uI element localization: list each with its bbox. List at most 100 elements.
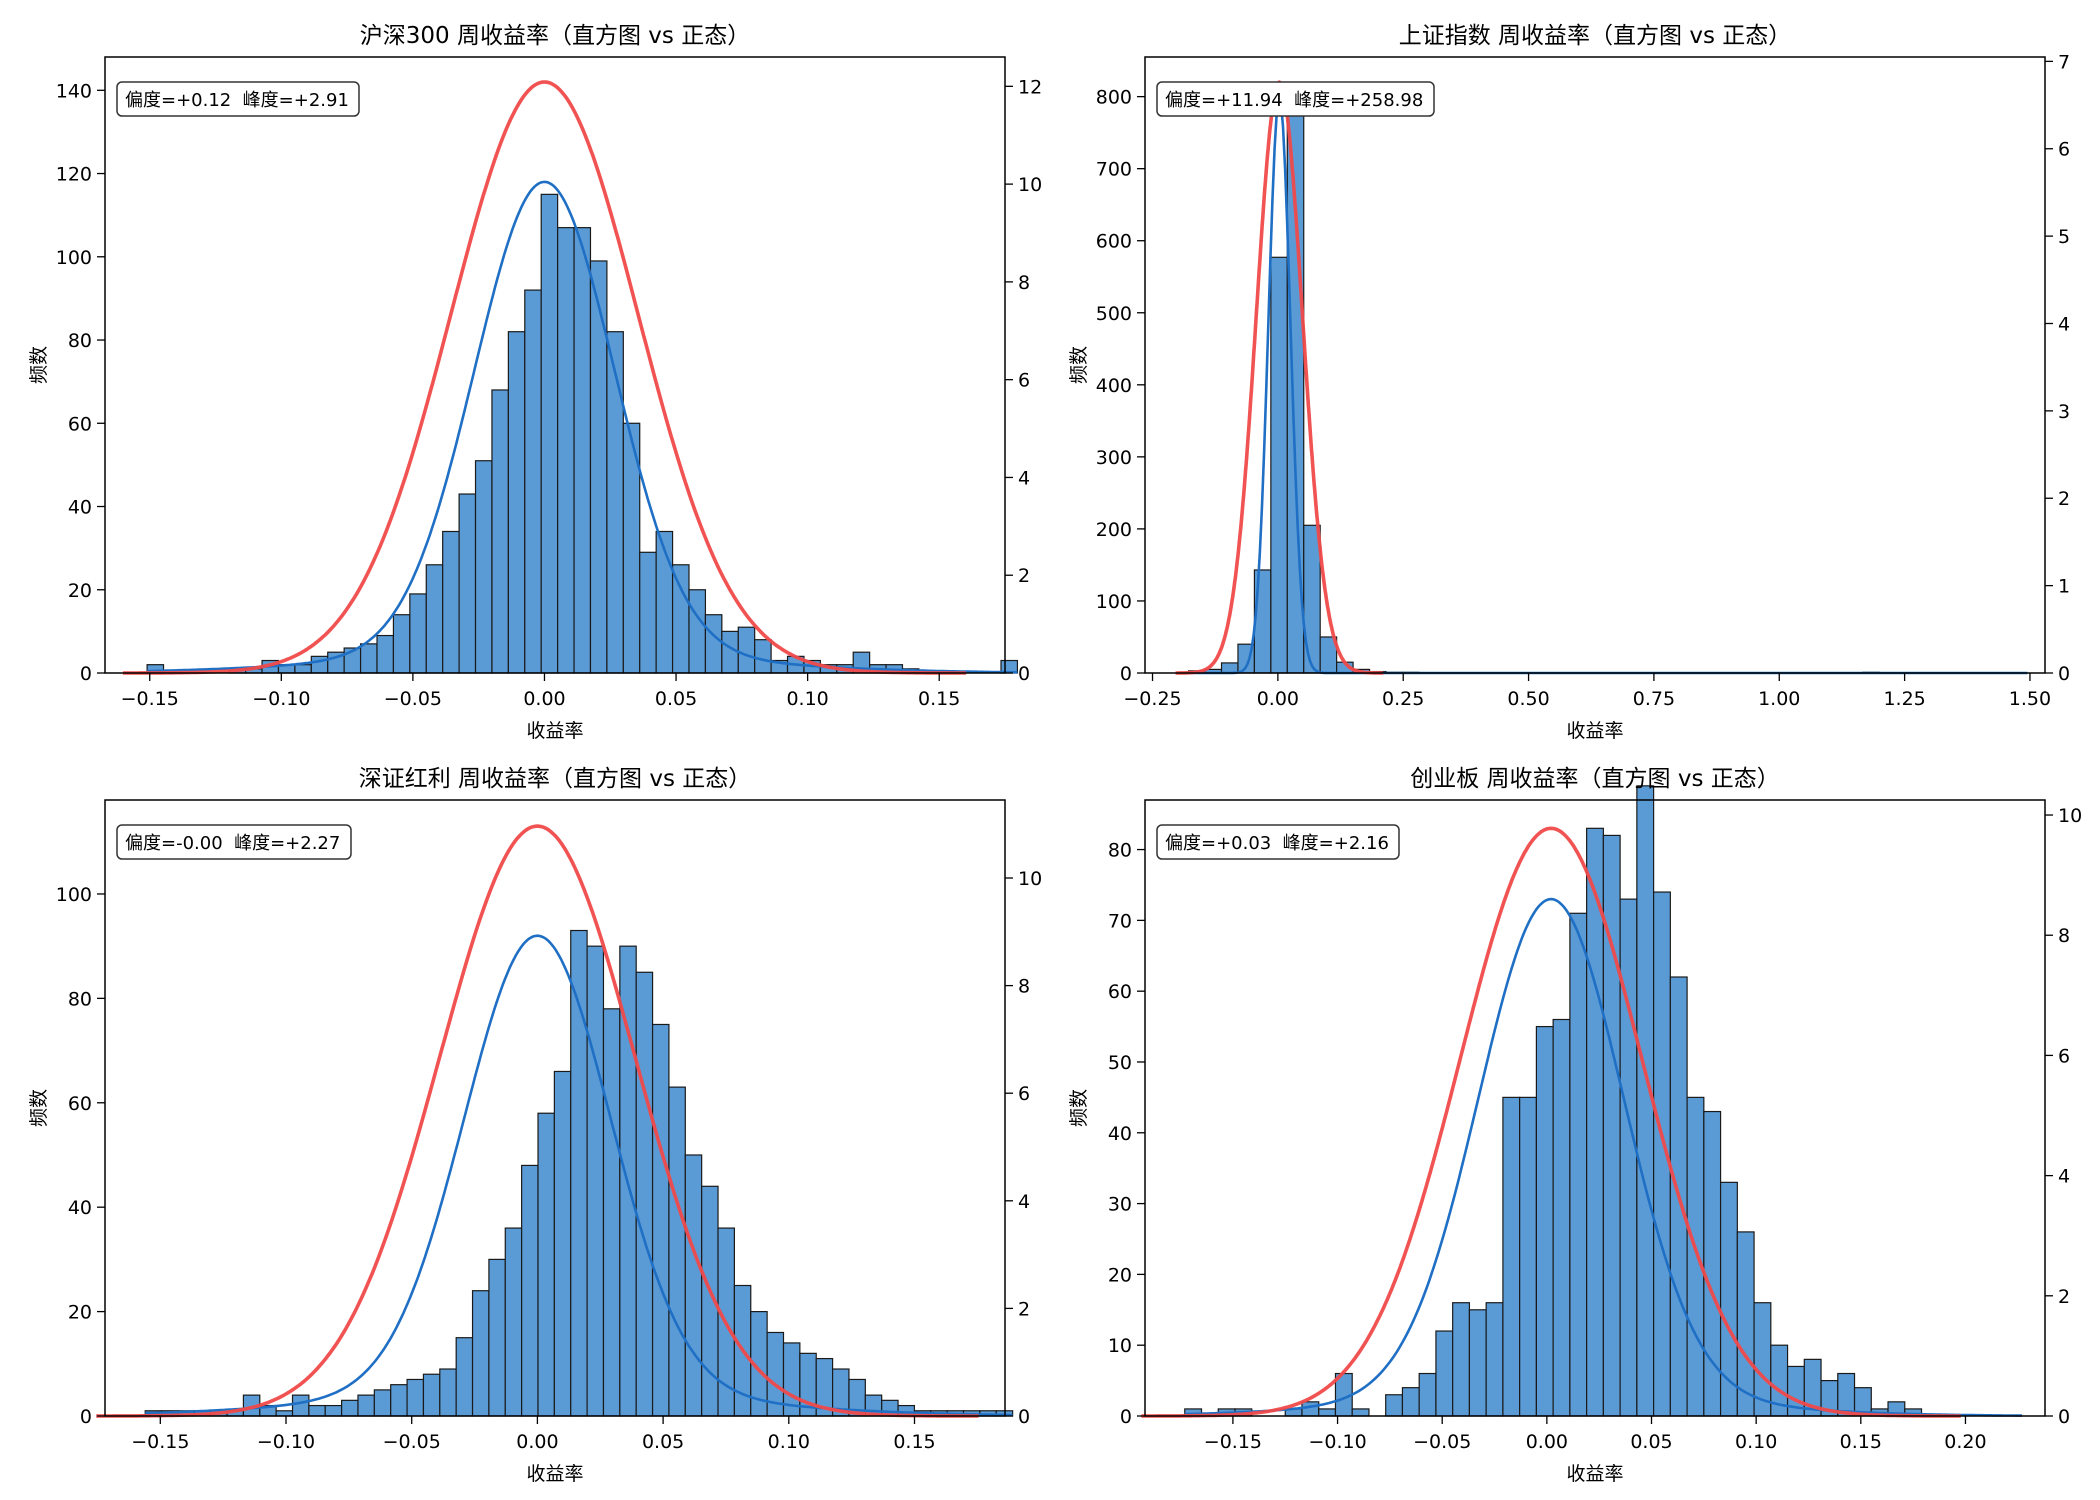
y2-tick-label: 2 — [2058, 1286, 2070, 1308]
histogram-bar — [1837, 1372, 1856, 1417]
y-tick-label: 40 — [1108, 1123, 1132, 1145]
histogram-bar — [557, 227, 575, 674]
histogram-bar — [1435, 1330, 1454, 1417]
y2-tick-label: 3 — [2058, 401, 2070, 423]
y2-tick-label: 1 — [2058, 576, 2070, 598]
y2-tick-label: 6 — [2058, 1045, 2070, 1067]
y2-tick-label: 12 — [1018, 76, 1042, 98]
y-axis-label: 频数 — [1068, 346, 1090, 384]
histogram-bar — [275, 1410, 294, 1417]
stats-annotation: 偏度=+0.03 峰度=+2.16 — [1156, 824, 1400, 860]
histogram-bar — [308, 1404, 326, 1417]
histogram-bar — [406, 1378, 425, 1417]
y2-tick-label: 8 — [1018, 272, 1030, 294]
y-tick-label: 20 — [68, 1302, 92, 1324]
chart-title: 沪深300 周收益率（直方图 vs 正态） — [360, 23, 750, 49]
histogram-bar — [504, 1227, 523, 1417]
histogram-bars — [1184, 785, 1923, 1417]
histogram-bar — [639, 551, 657, 674]
histogram-bar — [390, 1384, 408, 1417]
y-tick-label: 200 — [1096, 519, 1132, 541]
histogram-bar — [586, 945, 605, 1417]
histogram-bar — [324, 1404, 343, 1417]
y-tick-label: 50 — [1108, 1052, 1132, 1074]
histogram-bar — [737, 626, 756, 674]
x-tick-label: 0.15 — [918, 688, 960, 710]
histogram-bar — [635, 971, 654, 1417]
histogram-bar — [359, 643, 378, 674]
y2-tick-label: 7 — [2058, 51, 2070, 73]
y-tick-label: 80 — [1108, 840, 1132, 862]
histogram-bar — [409, 593, 427, 674]
histogram-bar — [294, 664, 312, 674]
axes-frame — [1144, 56, 2046, 674]
y-tick-label: 0 — [1120, 1406, 1132, 1428]
axes-frame — [104, 799, 1006, 1417]
histogram-bar — [1485, 1302, 1504, 1417]
y2-tick-label: 6 — [1018, 370, 1030, 392]
y-tick-label: 0 — [80, 663, 92, 685]
histogram-bar — [1535, 1025, 1554, 1417]
x-tick-label: 0.05 — [1630, 1431, 1672, 1453]
y-tick-label: 80 — [68, 988, 92, 1010]
y-tick-label: 300 — [1096, 447, 1132, 469]
x-tick-label: 0.00 — [1257, 688, 1299, 710]
y-axis-label: 频数 — [28, 346, 50, 384]
histogram-bar — [1418, 1372, 1437, 1417]
y2-tick-label: 8 — [2058, 925, 2070, 947]
x-tick-label: 0.15 — [893, 1431, 935, 1453]
y-tick-label: 120 — [56, 164, 92, 186]
normal-curve — [122, 80, 967, 675]
histogram-bar — [651, 1023, 670, 1417]
histogram-bar — [1586, 827, 1604, 1417]
y-tick-label: 20 — [68, 580, 92, 602]
annotation-box — [116, 81, 360, 117]
histogram-bar — [754, 639, 772, 674]
histogram-bar — [1385, 1394, 1404, 1417]
histogram-bar — [553, 1070, 572, 1417]
x-axis-label: 收益率 — [526, 1463, 583, 1485]
stats-annotation: 偏度=+11.94 峰度=+258.98 — [1156, 81, 1435, 117]
annotation-box — [116, 824, 352, 860]
x-tick-label: 1.25 — [1883, 688, 1925, 710]
x-tick-label: 0.00 — [516, 1431, 558, 1453]
histogram-bar — [439, 1368, 457, 1417]
histogram-bar — [1519, 1096, 1537, 1417]
histogram-bar — [1303, 524, 1321, 674]
x-tick-label: 0.75 — [1633, 688, 1675, 710]
kde-curve — [147, 180, 1018, 674]
histogram-bar — [474, 460, 493, 674]
y2-tick-label: 4 — [1018, 467, 1030, 489]
annotation-text: 偏度=+0.03 峰度=+2.16 — [1165, 833, 1389, 854]
y-tick-label: 100 — [56, 884, 92, 906]
y2-tick-label: 2 — [2058, 488, 2070, 510]
histogram-bar — [1270, 256, 1288, 674]
x-tick-label: 0.00 — [523, 688, 565, 710]
histogram-bar — [425, 564, 444, 674]
y-axis-label: 频数 — [1068, 1089, 1090, 1127]
histogram-bar — [671, 564, 690, 674]
y2-tick-label: 2 — [1018, 565, 1030, 587]
y2-tick-label: 0 — [2058, 1406, 2070, 1428]
y-tick-label: 80 — [68, 330, 92, 352]
y-tick-label: 40 — [68, 1197, 92, 1219]
histogram-bar — [606, 331, 624, 674]
x-tick-label: 0.50 — [1507, 688, 1549, 710]
annotation-text: 偏度=+0.12 峰度=+2.91 — [125, 90, 349, 111]
x-axis-label: 收益率 — [1566, 1463, 1623, 1485]
kde-curve — [1184, 897, 2022, 1417]
kde-curve — [145, 934, 1013, 1417]
y2-tick-label: 10 — [1018, 868, 1042, 890]
axes-frame — [104, 56, 1006, 674]
y2-tick-label: 10 — [1018, 174, 1042, 196]
y-tick-label: 60 — [68, 1093, 92, 1115]
y-tick-label: 30 — [1108, 1194, 1132, 1216]
histogram-bar — [668, 1086, 686, 1417]
histogram-bar — [1569, 912, 1588, 1417]
y2-tick-label: 8 — [1018, 976, 1030, 998]
histogram-bar — [602, 1008, 621, 1417]
histogram-bar — [1552, 1018, 1571, 1417]
x-tick-label: 0.05 — [642, 1431, 684, 1453]
chart-title: 创业板 周收益率（直方图 vs 正态） — [1410, 766, 1780, 792]
annotation-box — [1156, 81, 1435, 117]
